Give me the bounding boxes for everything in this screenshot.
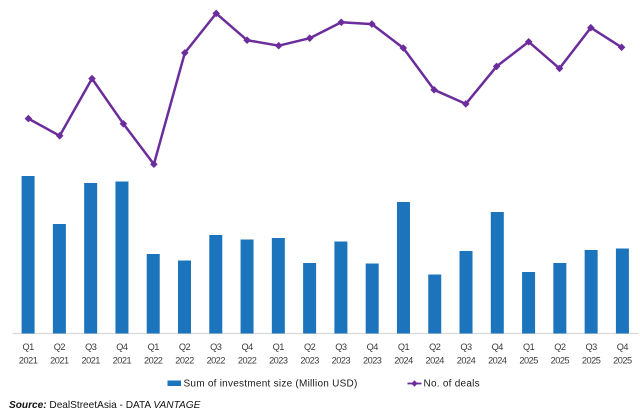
svg-text:2021: 2021 bbox=[50, 356, 69, 366]
svg-text:Q1: Q1 bbox=[273, 342, 285, 352]
svg-text:Q2: Q2 bbox=[429, 342, 441, 352]
svg-text:Q3: Q3 bbox=[210, 342, 222, 352]
svg-text:2021: 2021 bbox=[113, 356, 132, 366]
svg-text:2025: 2025 bbox=[613, 356, 632, 366]
svg-text:2023: 2023 bbox=[300, 356, 319, 366]
svg-text:Q3: Q3 bbox=[460, 342, 472, 352]
svg-text:Q1: Q1 bbox=[398, 342, 410, 352]
svg-text:Source: DealStreetAsia - DATA: Source: DealStreetAsia - DATA VANTAGE bbox=[9, 400, 201, 411]
svg-text:Q4: Q4 bbox=[492, 342, 504, 352]
svg-text:Sum of investment size (Millio: Sum of investment size (Million USD) bbox=[184, 379, 358, 390]
svg-text:2021: 2021 bbox=[19, 356, 38, 366]
svg-text:Q3: Q3 bbox=[585, 342, 597, 352]
svg-text:Q2: Q2 bbox=[554, 342, 566, 352]
svg-text:2022: 2022 bbox=[144, 356, 163, 366]
svg-text:Q3: Q3 bbox=[335, 342, 347, 352]
svg-text:2022: 2022 bbox=[207, 356, 226, 366]
svg-text:2024: 2024 bbox=[457, 356, 476, 366]
svg-text:Q4: Q4 bbox=[617, 342, 629, 352]
svg-text:Q4: Q4 bbox=[367, 342, 379, 352]
svg-text:2022: 2022 bbox=[175, 356, 194, 366]
svg-text:2022: 2022 bbox=[238, 356, 257, 366]
svg-text:2024: 2024 bbox=[425, 356, 444, 366]
svg-text:2025: 2025 bbox=[519, 356, 538, 366]
svg-text:2023: 2023 bbox=[363, 356, 382, 366]
svg-text:Q4: Q4 bbox=[241, 342, 253, 352]
svg-text:Q1: Q1 bbox=[523, 342, 535, 352]
svg-text:Q4: Q4 bbox=[116, 342, 128, 352]
svg-text:Q1: Q1 bbox=[148, 342, 160, 352]
svg-text:2024: 2024 bbox=[394, 356, 413, 366]
svg-text:Q2: Q2 bbox=[304, 342, 316, 352]
svg-text:2024: 2024 bbox=[488, 356, 507, 366]
svg-text:2023: 2023 bbox=[269, 356, 288, 366]
svg-text:Q2: Q2 bbox=[179, 342, 191, 352]
svg-text:2023: 2023 bbox=[332, 356, 351, 366]
svg-text:2025: 2025 bbox=[551, 356, 570, 366]
svg-text:2025: 2025 bbox=[582, 356, 601, 366]
svg-text:Q1: Q1 bbox=[22, 342, 34, 352]
svg-text:No. of deals: No. of deals bbox=[424, 379, 480, 390]
svg-text:2021: 2021 bbox=[81, 356, 100, 366]
svg-text:Q2: Q2 bbox=[54, 342, 66, 352]
svg-text:Q3: Q3 bbox=[85, 342, 97, 352]
